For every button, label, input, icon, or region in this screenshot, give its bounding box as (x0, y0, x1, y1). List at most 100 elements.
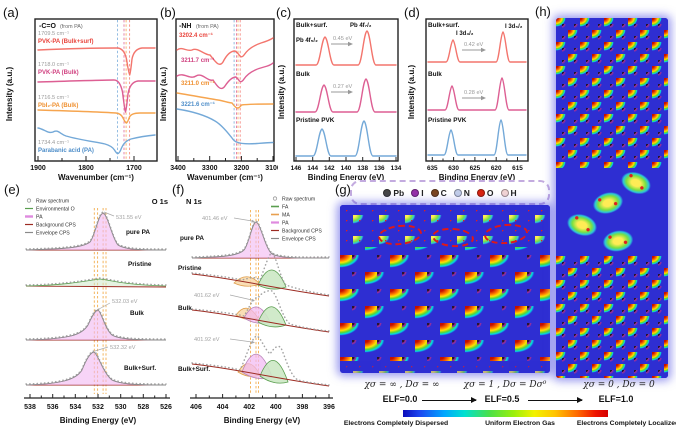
panel-a-curve-labels: 1709.5 cm⁻¹ PVK-PA (Bulk+surf) 1718.0 cm… (38, 31, 94, 154)
sample-label: Bulk+Surf. (124, 365, 156, 372)
shift-label: 0.27 eV (333, 84, 353, 90)
panel-c-curves (295, 30, 397, 157)
panel-e-legend: Raw spectrum Environmental O PA Backgrou… (25, 198, 76, 237)
i-atom-icon (411, 188, 420, 197)
atom-symbol: C (440, 187, 447, 198)
pa-molecule (598, 225, 638, 257)
tick-label: 136 (374, 165, 385, 172)
legend-label: Raw spectrum (282, 197, 315, 203)
panel-d: (d) Intensity (a.u.) Bulk+surf. I 3d₃/₂ … (404, 4, 534, 182)
panel-b-ylabel: Intensity (a.u.) (160, 67, 168, 122)
atom-symbol: O (486, 187, 494, 198)
sample-label: Pristine PVK (296, 117, 335, 124)
atom-symbol: I (421, 187, 424, 198)
panel-b-tag: (b) (160, 5, 176, 20)
tick-label: 146 (291, 165, 302, 172)
panel-d-plotbox (425, 18, 529, 162)
panel-e-xlabel: Binding Energy (eV) (60, 416, 137, 425)
panel-d-xlabel: Binding Energy (eV) (439, 173, 516, 182)
elf-level-1: ELF=1.0 (598, 394, 634, 404)
shift-arrow (331, 89, 353, 95)
legend-label: PA (36, 215, 43, 221)
tick-label: 630 (448, 165, 459, 172)
panel-a-curves (37, 47, 156, 155)
elf-formula-localized: χσ = 0 , Dσ = 0 (583, 380, 655, 390)
tick-label: 625 (470, 165, 481, 172)
panel-a-guides (117, 20, 131, 160)
sample-label: Pristine (128, 261, 152, 268)
sample-label: Bulk+surf. (428, 22, 460, 29)
panel-a-ylabel: Intensity (a.u.) (5, 67, 14, 122)
panel-f-spectrum-pristine: Pristine (178, 252, 330, 297)
panel-f-xlabel: Binding Energy (eV) (224, 416, 301, 425)
energy-label: 532.03 eV (112, 299, 138, 305)
tick-label: 1800 (78, 165, 94, 172)
atom-legend-item: Pb (383, 188, 404, 198)
legend-label: FA (282, 205, 289, 211)
panel-b-curves (176, 37, 274, 145)
panel-f-tag: (f) (172, 182, 184, 197)
atom-legend: Pb I C N O H (350, 180, 550, 205)
panel-a-ticks (37, 156, 135, 161)
legend-label: PA (282, 221, 289, 227)
tick-label: 528 (137, 404, 149, 411)
panel-b-title: -NH (from PA) (179, 23, 219, 30)
tick-label: 3300 (202, 165, 218, 172)
panel-f-spectrum-bulksurf: 401.92 eV Bulk+Surf. (178, 335, 330, 387)
peak-label: I 3d₅/₂ (505, 24, 523, 30)
surface-molecules-row (340, 205, 550, 247)
tick-label: 406 (190, 404, 202, 411)
elf-level-0: ELF=0.0 (382, 394, 418, 404)
n-atom-icon (453, 188, 462, 197)
energy-label: 532.32 eV (110, 345, 136, 351)
panel-a-tag: (a) (3, 5, 19, 20)
panel-e-axis: 538 536 534 532 530 528 526 Binding Ener… (24, 394, 172, 425)
panel-c-xlabel: Binding Energy (eV) (308, 173, 385, 182)
panel-c-annotations: Bulk+surf. Pb 4f₇/₂ Pb 4f₅/₂ 0.45 eV Bul… (296, 22, 372, 124)
legend-label: Envelope CPS (36, 231, 70, 237)
panel-c-tick-labels: 146 144 142 140 138 136 134 (291, 165, 402, 172)
curve-label: 3211.7 cm⁻¹ (181, 57, 215, 64)
atom-symbol: N (463, 187, 470, 198)
shift-arrow (331, 41, 353, 47)
panel-c: (c) Intensity (a.u.) Bulk+surf. Pb 4f₇/₂… (276, 4, 404, 182)
atom-legend-item: C (430, 187, 447, 198)
panel-b: (b) Intensity (a.u.) -NH (from PA) 3202.… (160, 4, 278, 182)
atom-symbol: H (510, 187, 517, 198)
peak-label: I 3d₃/₂ (456, 31, 474, 37)
panel-e-region: O 1s (152, 197, 168, 206)
sample-label: Bulk+Surf. (178, 366, 210, 373)
perovskite-lattice-top (556, 18, 668, 168)
legend-label: Envelope CPS (282, 237, 316, 243)
elf-scale-strip: χσ = ∞ , Dσ = ∞ χσ = 1 , Dσ = Dσ⁰ χσ = 0… (334, 378, 676, 435)
panel-a-title-note: (from PA) (60, 24, 83, 30)
sample-label: Bulk (178, 305, 192, 312)
elf-desc-uniform: Uniform Electron Gas (485, 420, 555, 427)
elf-formula-dispersed: χσ = ∞ , Dσ = ∞ (364, 380, 440, 390)
tick-label: 398 (297, 404, 309, 411)
energy-label: 401.92 eV (194, 337, 220, 343)
molecular-interlayer (556, 164, 668, 257)
tick-label: 3100 (265, 165, 278, 172)
panel-a-xlabel: Wavenumber (cm⁻¹) (58, 173, 134, 182)
tick-label: 536 (47, 404, 59, 411)
panel-e-spectrum-purePA: 531.55 eV pure PA (25, 211, 167, 251)
panel-f-spectrum-bulk: 401.62 eV Bulk (178, 290, 330, 333)
atom-legend-item: O (476, 187, 494, 198)
panel-a-tick-labels: 1900 1800 1700 (30, 165, 142, 172)
value-label: 1734.4 cm⁻¹ (38, 140, 69, 146)
panel-d-curves (427, 31, 527, 156)
elf-formula-uniform: χσ = 1 , Dσ = Dσ⁰ (463, 380, 547, 390)
panel-e-spectrum-pristine: Pristine (25, 261, 167, 288)
legend-label: Background CPS (36, 223, 76, 229)
sample-label: pure PA (180, 235, 204, 242)
curve-label: PVK-PA (Bulk+surf) (38, 39, 94, 45)
panel-f-spectrum-purePA: 401.46 eV pure PA (180, 216, 330, 259)
c-atom-icon (430, 188, 439, 197)
right-arrow-icon (528, 396, 583, 404)
energy-label: 401.46 eV (202, 216, 228, 222)
pb-atom-icon (383, 188, 392, 197)
panel-b-title-note: (from PA) (196, 24, 219, 30)
tick-label: 635 (427, 165, 438, 172)
